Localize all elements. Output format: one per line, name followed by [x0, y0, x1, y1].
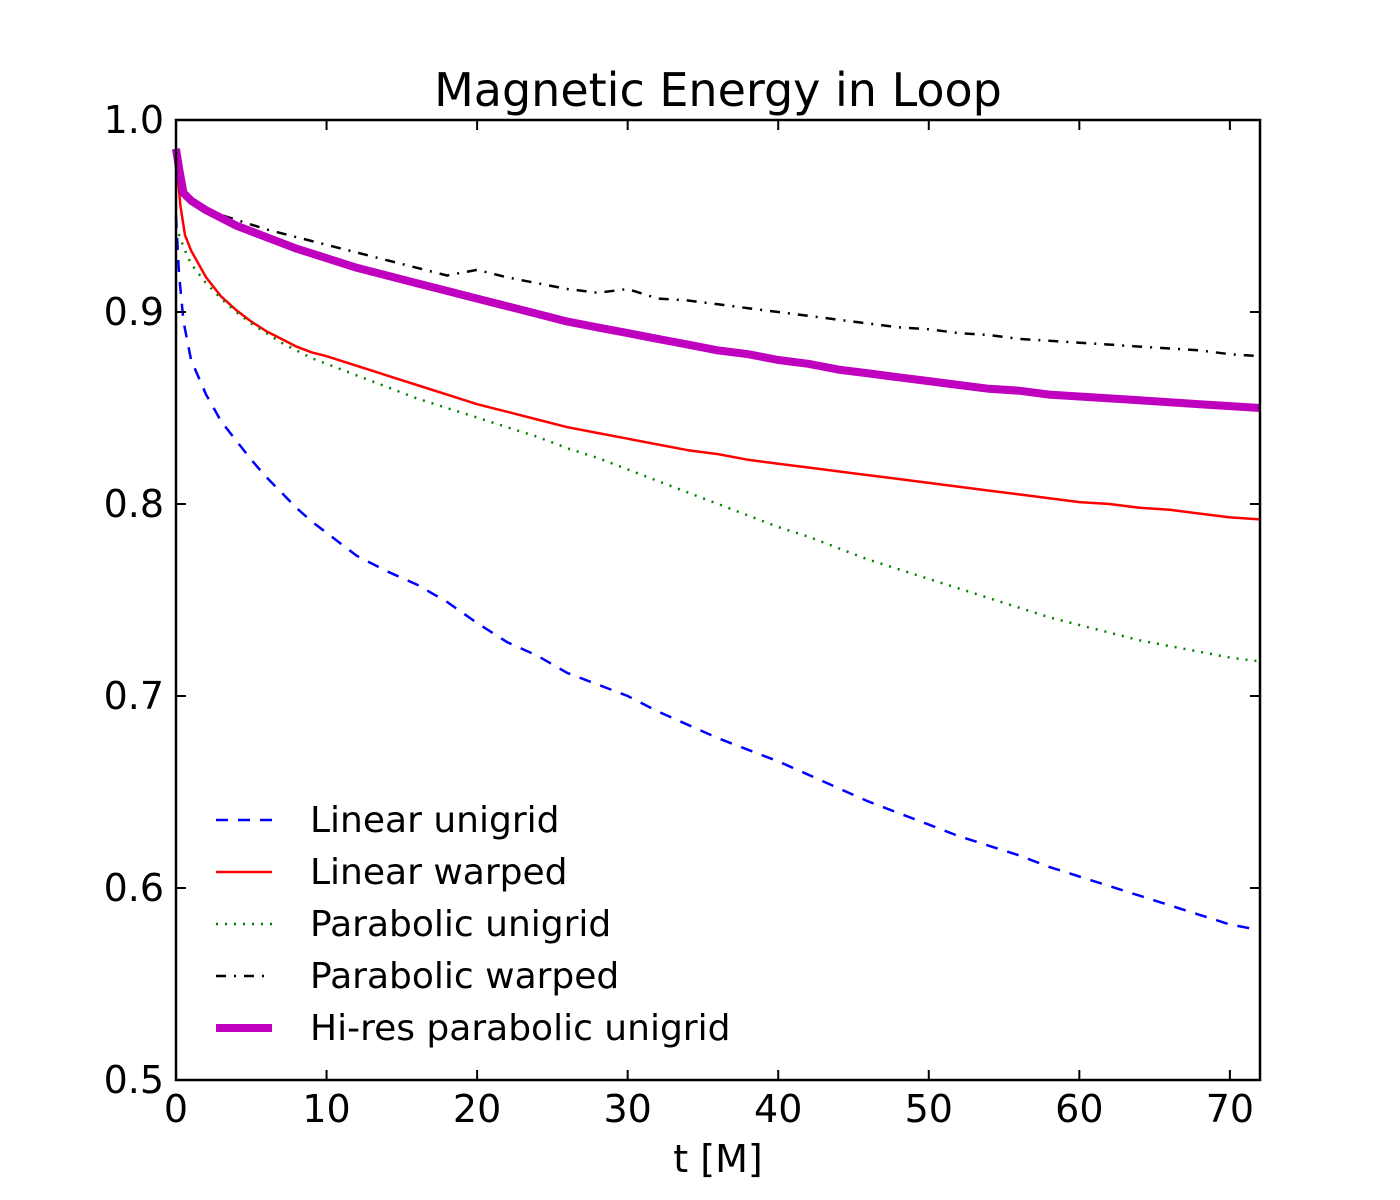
- legend-label-0: Linear unigrid: [310, 800, 559, 841]
- series-line-2: [174, 225, 1261, 663]
- y-tick-label: 0.7: [104, 674, 164, 718]
- legend-label-1: Linear warped: [310, 852, 567, 893]
- y-tick-label: 0.8: [104, 482, 164, 526]
- series-line-3: [174, 158, 1261, 358]
- series-line-4: [172, 148, 1261, 412]
- x-tick-label: 70: [1206, 1087, 1254, 1131]
- y-tick-label: 0.5: [104, 1058, 164, 1102]
- y-tick-label: 1.0: [104, 98, 164, 142]
- series-layer: [172, 148, 1261, 932]
- legend-label-2: Parabolic unigrid: [310, 904, 611, 945]
- legend-label-3: Parabolic warped: [310, 956, 619, 997]
- x-axis-label: t [M]: [673, 1137, 762, 1181]
- series-line-0: [174, 215, 1261, 932]
- legend: Linear unigrid Linear warped Parabolic uni…: [216, 800, 730, 1049]
- x-tick-label: 50: [905, 1087, 953, 1131]
- y-tick-label: 0.9: [104, 290, 164, 334]
- y-tick-label: 0.6: [104, 866, 164, 910]
- series-line-1: [174, 158, 1261, 521]
- tick-layer: 0 10 20 30 40 50 60 70 0.5 0.6 0.7 0.8 0.9 1.0: [104, 98, 1260, 1131]
- x-tick-label: 40: [754, 1087, 802, 1131]
- x-tick-label: 0: [164, 1087, 188, 1131]
- x-tick-label: 10: [302, 1087, 350, 1131]
- legend-label-4: Hi-res parabolic unigrid: [310, 1008, 730, 1049]
- x-tick-label: 20: [453, 1087, 501, 1131]
- plot-frame: [174, 118, 1262, 1082]
- chart-title: Magnetic Energy in Loop: [434, 63, 1002, 117]
- x-tick-label: 60: [1055, 1087, 1103, 1131]
- x-tick-label: 30: [603, 1087, 651, 1131]
